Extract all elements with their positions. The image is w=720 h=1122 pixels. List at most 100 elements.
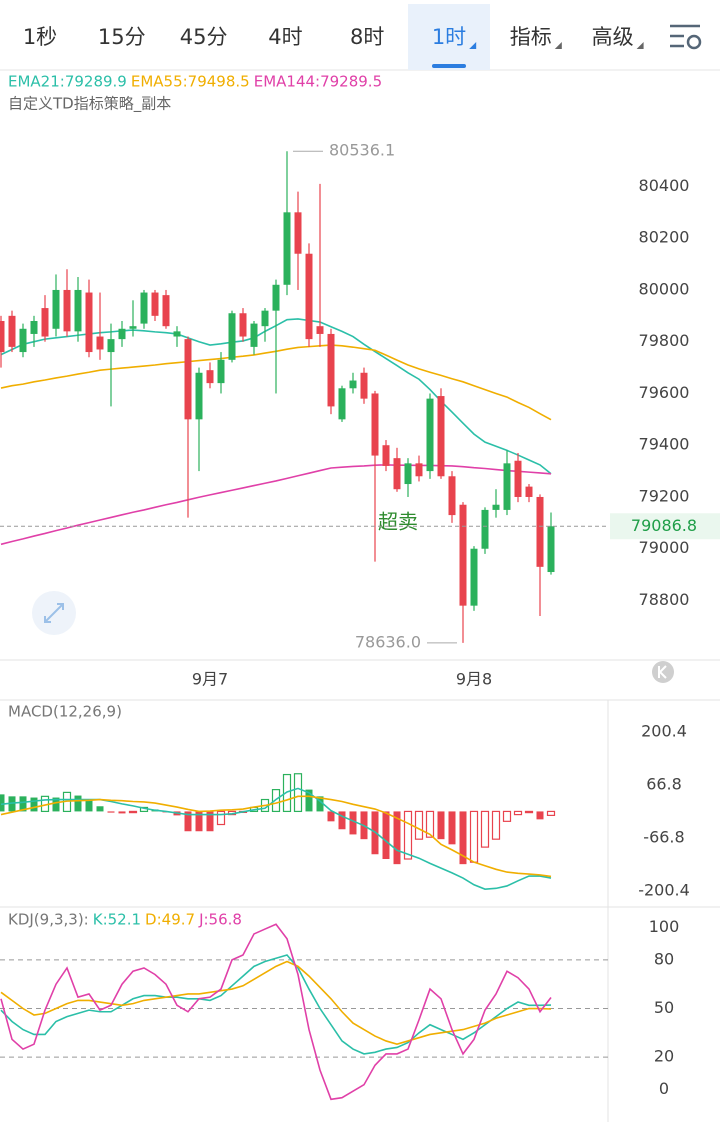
macd-bar xyxy=(437,811,445,840)
tab[interactable]: 高级 xyxy=(592,25,634,49)
macd-bar xyxy=(52,797,60,812)
candle-body xyxy=(349,380,357,389)
x-tick-label: 9月7 xyxy=(192,670,228,689)
candle-body xyxy=(63,289,71,332)
macd-bar xyxy=(524,810,534,814)
candle-body xyxy=(459,504,467,606)
candle-body xyxy=(250,323,258,347)
macd-bar xyxy=(546,810,556,816)
y-tick-label: 79000 xyxy=(639,538,690,557)
y-tick-label: 80200 xyxy=(639,228,690,247)
candle-body xyxy=(338,388,346,420)
y-tick-label: -66.8 xyxy=(643,827,684,846)
candle-body xyxy=(140,292,148,324)
candle-body xyxy=(162,295,170,327)
candle-body xyxy=(514,460,522,497)
tab[interactable]: 1时 xyxy=(432,25,466,49)
macd-bar xyxy=(293,773,303,813)
candle-body xyxy=(217,359,225,384)
tab[interactable]: 指标 xyxy=(510,25,552,49)
candle-body xyxy=(294,212,302,254)
candle-body xyxy=(360,372,368,399)
legend-entry: J:56.8 xyxy=(198,911,242,929)
button-bg xyxy=(652,661,674,683)
macd-bar xyxy=(0,794,5,812)
scroll-latest-button[interactable] xyxy=(652,661,674,683)
macd-bar xyxy=(206,811,214,832)
macd-bar xyxy=(502,810,512,822)
candle-body xyxy=(272,284,280,311)
candle-body xyxy=(316,326,324,334)
macd-bar xyxy=(459,811,467,865)
candle-body xyxy=(415,463,423,477)
macd-bar xyxy=(316,796,324,812)
tab-active-bg xyxy=(408,4,490,70)
tab[interactable]: 8时 xyxy=(350,25,384,49)
candle-body xyxy=(283,212,291,285)
icon-gear xyxy=(686,34,702,50)
candle-body xyxy=(503,463,511,510)
dropdown-caret xyxy=(554,42,562,49)
settings-icon[interactable] xyxy=(670,24,702,50)
macd-bar xyxy=(491,810,501,840)
macd-bar xyxy=(513,810,523,816)
x-tick-label: 9月8 xyxy=(456,670,492,689)
tab[interactable]: 1秒 xyxy=(23,25,57,49)
button-icon xyxy=(658,665,667,679)
macd-bar xyxy=(349,811,357,835)
tab-indicator xyxy=(432,64,466,68)
macd-title: MACD(12,26,9) xyxy=(8,703,122,721)
indicator-line xyxy=(0,795,552,878)
candle-body xyxy=(448,476,456,516)
candle-body xyxy=(8,315,16,347)
candle-body xyxy=(228,313,236,360)
candle-body xyxy=(382,445,390,466)
candle-body xyxy=(371,393,379,456)
candle-body xyxy=(151,292,159,316)
tab[interactable]: 15分 xyxy=(98,25,146,49)
candle-body xyxy=(85,292,93,353)
macd-bar xyxy=(327,811,335,822)
macd-bar xyxy=(184,811,192,832)
last-price-box xyxy=(610,513,720,540)
dropdown-caret xyxy=(636,42,644,49)
candle-body xyxy=(19,328,27,353)
legend-entry: EMA21:79289.9 xyxy=(8,73,127,91)
macd-bar xyxy=(425,810,435,838)
low-label: 78636.0 xyxy=(355,632,421,651)
button-icon xyxy=(44,603,64,623)
candle-body xyxy=(492,504,500,510)
candle-body xyxy=(0,321,5,353)
expand-button[interactable] xyxy=(32,591,76,635)
macd-bar xyxy=(536,811,544,820)
candle-body xyxy=(30,321,38,334)
candle-body xyxy=(481,509,489,549)
macd-bar xyxy=(118,811,126,814)
macd-bar xyxy=(19,796,27,812)
y-tick-label: 200.4 xyxy=(641,721,687,740)
candle-body xyxy=(547,526,555,573)
y-tick-label: 79600 xyxy=(639,383,690,402)
macd-bar xyxy=(85,799,93,812)
candle-body xyxy=(96,336,104,350)
indicator-line xyxy=(0,954,552,1055)
tab[interactable]: 45分 xyxy=(180,25,228,49)
candle-body xyxy=(327,333,335,407)
candle-body xyxy=(206,370,214,384)
macd-bar xyxy=(30,797,38,812)
macd-bar xyxy=(382,811,390,860)
tab[interactable]: 4时 xyxy=(268,25,302,49)
macd-bar xyxy=(393,811,401,865)
candle-body xyxy=(107,339,115,353)
legend-entry: K:52.1 xyxy=(93,911,141,929)
candle-body xyxy=(184,339,192,420)
candle-body xyxy=(41,308,49,337)
candle-body xyxy=(261,310,269,327)
candle-body xyxy=(426,398,434,472)
y-tick-label: 66.8 xyxy=(646,774,682,793)
legend-title: KDJ(9,3,3): xyxy=(8,911,89,929)
candle-body xyxy=(74,289,82,332)
indicator-line xyxy=(0,464,552,546)
indicator-line xyxy=(0,923,552,1101)
